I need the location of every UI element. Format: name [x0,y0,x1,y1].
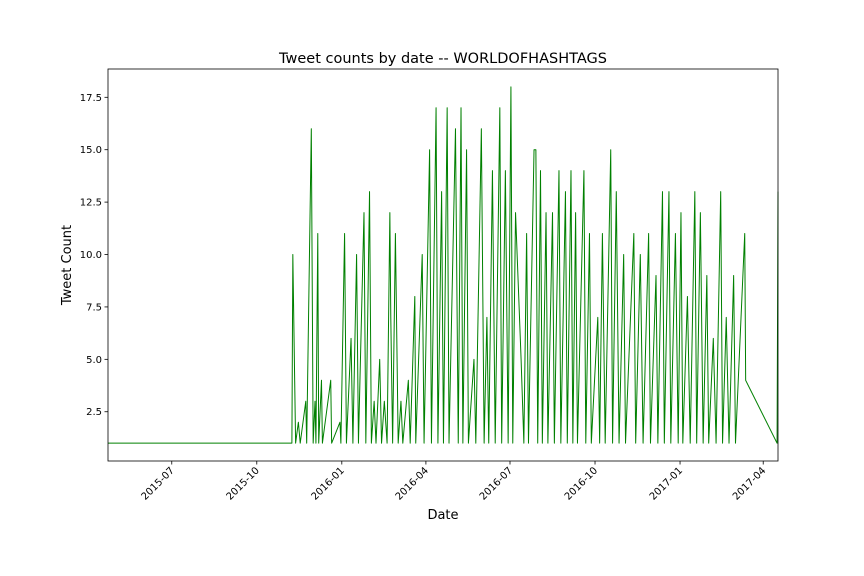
y-tick-label: 5.0 [86,355,102,366]
plot-frame [107,68,779,462]
y-tick-label: 10.0 [80,250,102,261]
y-tick-label: 2.5 [86,407,102,418]
y-tick-label: 12.5 [80,198,102,209]
chart-title: Tweet counts by date -- WORLDOFHASHTAGS [278,51,607,67]
line [108,86,779,444]
y-axis-label: Tweet Count [60,225,75,306]
y-tick-label: 17.5 [80,93,102,104]
x-axis-label: Date [427,508,458,523]
y-tick-label: 15.0 [80,145,102,156]
y-tick-label: 7.5 [86,302,102,313]
